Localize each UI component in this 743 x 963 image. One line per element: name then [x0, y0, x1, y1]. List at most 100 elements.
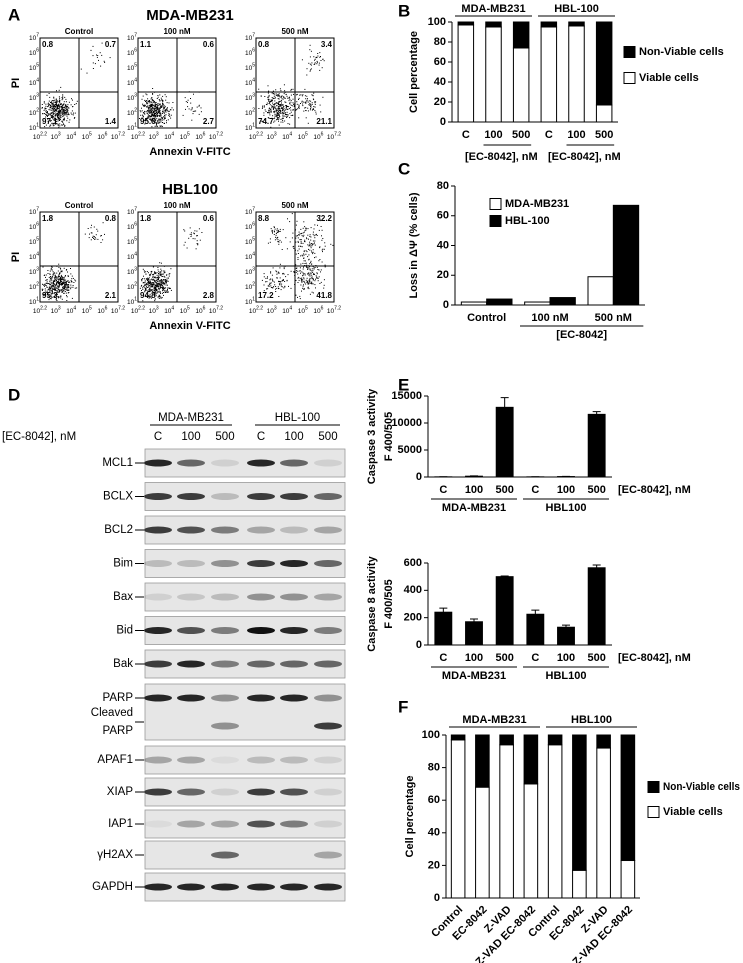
dot [158, 271, 159, 272]
dot [162, 287, 163, 288]
dot [160, 104, 161, 105]
dot [322, 59, 323, 60]
dot [279, 106, 280, 107]
bar-segment [596, 22, 611, 105]
dot [313, 292, 314, 293]
dot [148, 107, 149, 108]
blot-band [211, 695, 239, 702]
dot [184, 231, 185, 232]
dot [160, 126, 161, 127]
tick-exponent: 2 [134, 282, 137, 288]
dot [145, 93, 146, 94]
dot [275, 239, 276, 240]
dot [308, 283, 309, 284]
dot [67, 272, 68, 273]
dot [162, 111, 163, 112]
dot [56, 273, 57, 274]
blot-band [211, 789, 239, 796]
dot [66, 288, 67, 289]
dot [298, 117, 299, 118]
protein-label: Bim [113, 558, 133, 570]
dot [281, 113, 282, 114]
dot [62, 277, 63, 278]
dot [142, 300, 143, 301]
dot [152, 107, 153, 108]
dot [200, 240, 201, 241]
dot [161, 298, 162, 299]
dot [51, 101, 52, 102]
dot [322, 238, 323, 239]
dot [56, 104, 57, 105]
dot [289, 113, 290, 114]
dot [155, 273, 156, 274]
dot [42, 104, 43, 105]
dot [322, 97, 323, 98]
tick-exponent: 4 [36, 78, 39, 84]
dot [319, 70, 320, 71]
dot [264, 285, 265, 286]
dot [151, 97, 152, 98]
dot [309, 100, 310, 101]
dot [146, 102, 147, 103]
dot [166, 279, 167, 280]
dot [288, 115, 289, 116]
dot [164, 118, 165, 119]
legend-label: Viable cells [639, 72, 699, 84]
dot [65, 105, 66, 106]
x-tick-label: 100 [465, 652, 483, 664]
blot-band [177, 821, 205, 828]
dot [315, 62, 316, 63]
dot [70, 268, 71, 269]
x-axis-label: [EC-8042], nM [465, 151, 538, 163]
dot [64, 280, 65, 281]
bar-segment [524, 735, 538, 784]
dot [75, 113, 76, 114]
dot [66, 293, 67, 294]
lane-label: 500 [215, 431, 234, 443]
dot [149, 102, 150, 103]
dot [167, 292, 168, 293]
tick-exponent: 7 [36, 207, 39, 213]
protein-label: γH2AX [97, 849, 133, 861]
dot [278, 241, 279, 242]
blot-band [247, 527, 275, 534]
blot-band [211, 560, 239, 567]
dot [52, 104, 53, 105]
condition-label: Control [65, 27, 93, 36]
dot [299, 106, 300, 107]
y-tick-label: 0 [434, 892, 440, 904]
dot [271, 282, 272, 283]
dot [286, 94, 287, 95]
quadrant-value: 95.3 [42, 291, 58, 300]
dot [184, 245, 185, 246]
dot [157, 113, 158, 114]
dot [197, 243, 198, 244]
condition-label: 500 nM [281, 201, 308, 210]
dot [302, 246, 303, 247]
dot [201, 107, 202, 108]
y-tick-label: 100 [422, 729, 440, 741]
dot [311, 243, 312, 244]
dot [301, 242, 302, 243]
dot [272, 233, 273, 234]
dot [291, 112, 292, 113]
dot [144, 287, 145, 288]
dot [97, 57, 98, 58]
protein-label: MCL1 [102, 457, 133, 469]
y-tick-label: 20 [428, 859, 440, 871]
dot [197, 244, 198, 245]
dot [284, 286, 285, 287]
dot [60, 297, 61, 298]
dot [64, 281, 65, 282]
dot [161, 287, 162, 288]
dot [305, 98, 306, 99]
bar-segment [476, 787, 490, 898]
dot [285, 98, 286, 99]
dot [269, 279, 270, 280]
tick-exponent: 5 [36, 63, 39, 69]
dot [276, 114, 277, 115]
dot [158, 278, 159, 279]
dot [141, 108, 142, 109]
dot [65, 114, 66, 115]
dot [279, 281, 280, 282]
